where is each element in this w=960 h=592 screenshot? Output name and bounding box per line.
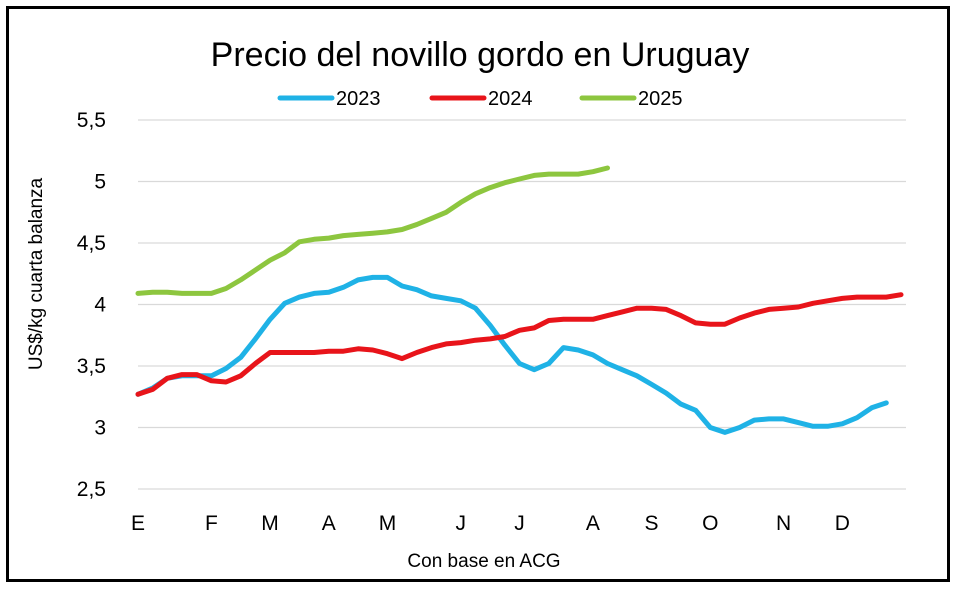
x-tick-label: S bbox=[645, 512, 659, 535]
y-tick-label: 5,5 bbox=[77, 109, 106, 132]
y-tick-label: 4,5 bbox=[77, 232, 106, 255]
legend-label-2023: 2023 bbox=[336, 88, 381, 110]
series-line-2023 bbox=[135, 274, 889, 435]
x-tick-label: E bbox=[131, 512, 145, 535]
series-line-2025 bbox=[135, 165, 610, 296]
legend-label-2024: 2024 bbox=[488, 88, 533, 110]
x-tick-label: D bbox=[835, 512, 850, 535]
x-tick-label: A bbox=[322, 512, 336, 535]
x-tick-label: F bbox=[205, 512, 218, 535]
x-tick-label: O bbox=[702, 512, 718, 535]
x-tick-label: J bbox=[456, 512, 467, 535]
x-tick-label: M bbox=[261, 512, 279, 535]
series-line-2024 bbox=[135, 292, 904, 397]
x-tick-label: A bbox=[586, 512, 600, 535]
gridlines bbox=[138, 119, 906, 490]
chart-title: Precio del novillo gordo en Uruguay bbox=[211, 36, 750, 74]
y-axis-ticks: 2,5 3 3,5 4 4,5 5 5,5 bbox=[77, 109, 107, 501]
series-lines bbox=[135, 165, 904, 435]
y-tick-label: 4 bbox=[94, 294, 106, 317]
y-tick-label: 3 bbox=[94, 417, 106, 440]
x-tick-label: N bbox=[776, 512, 791, 535]
y-tick-label: 5 bbox=[94, 171, 106, 194]
x-tick-label: J bbox=[514, 512, 525, 535]
x-axis-label: Con base en ACG bbox=[407, 551, 560, 572]
y-tick-label: 2,5 bbox=[77, 478, 106, 501]
legend: 2023 2024 2025 bbox=[277, 88, 683, 110]
y-tick-label: 3,5 bbox=[77, 355, 106, 378]
legend-label-2025: 2025 bbox=[638, 88, 683, 110]
y-axis-label: US$/kg cuarta balanza bbox=[26, 177, 47, 370]
x-tick-label: M bbox=[379, 512, 397, 535]
